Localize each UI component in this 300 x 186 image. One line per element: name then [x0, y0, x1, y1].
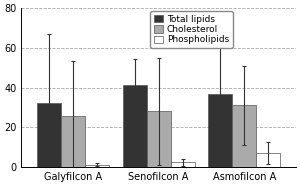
Bar — [37, 103, 61, 167]
Bar — [85, 165, 109, 167]
Bar — [147, 111, 171, 167]
Legend: Total lipids, Cholesterol, Phospholipids: Total lipids, Cholesterol, Phospholipids — [151, 11, 232, 48]
Bar — [61, 116, 85, 167]
Bar — [123, 85, 147, 167]
Bar — [256, 153, 280, 167]
Bar — [232, 105, 256, 167]
Bar — [171, 162, 195, 167]
Bar — [208, 94, 232, 167]
